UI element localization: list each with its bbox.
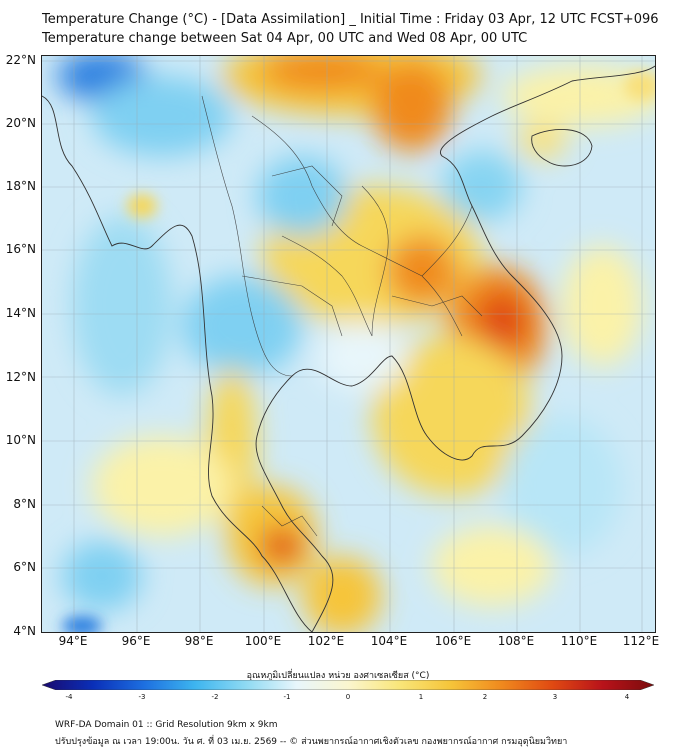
- lat-label: 8°N: [13, 497, 36, 511]
- cool-anomaly: [72, 216, 172, 396]
- border-line: [391, 295, 483, 317]
- update-credit: ปรับปรุงข้อมูล ณ เวลา 19:00น. วัน ศ. ที่…: [55, 737, 568, 747]
- colorbar-tick: -4: [65, 693, 73, 701]
- cool-anomaly: [257, 156, 347, 236]
- warm-anomaly: [387, 236, 457, 306]
- map-title: Temperature Change (°C) - [Data Assimila…: [42, 12, 659, 27]
- lat-label: 14°N: [5, 306, 36, 320]
- lon-label: 98°E: [184, 634, 214, 648]
- border-line: [361, 185, 389, 337]
- colorbar-tick: 0: [345, 693, 351, 701]
- warm-anomaly: [562, 246, 642, 366]
- lon-label: 108°E: [497, 634, 535, 648]
- lon-label: 100°E: [244, 634, 282, 648]
- lat-label: 4°N: [13, 624, 36, 638]
- warm-anomaly: [502, 66, 655, 126]
- border-line: [261, 505, 318, 537]
- admin-borders: [201, 95, 483, 537]
- colorbar-ramp: [42, 680, 654, 690]
- warm-anomaly: [372, 336, 532, 496]
- warm-anomaly: [372, 61, 452, 151]
- cool-anomaly: [502, 416, 622, 556]
- colorbar-tick: 3: [552, 693, 558, 701]
- lon-label: 112°E: [622, 634, 660, 648]
- warm-anomaly: [624, 71, 655, 101]
- colorbar-tick: -1: [283, 693, 291, 701]
- island-hainan: [531, 129, 593, 167]
- warm-anomaly: [477, 291, 527, 351]
- lat-label: 16°N: [5, 242, 36, 256]
- model-info: WRF-DA Domain 01 :: Grid Resolution 9km …: [55, 720, 278, 730]
- warm-anomaly: [262, 56, 382, 91]
- colorbar: [42, 680, 654, 690]
- temperature-detail: [62, 71, 655, 632]
- cool-anomaly: [92, 76, 232, 156]
- lat-label: 18°N: [5, 179, 36, 193]
- cool-anomaly: [442, 151, 522, 221]
- warm-anomaly: [92, 436, 232, 536]
- colorbar-title: อุณหภูมิเปลี่ยนแปลง หน่วย องศาเซลเซียส (…: [246, 671, 430, 681]
- coastlines: [42, 65, 655, 632]
- temperature-change-map: [41, 55, 656, 633]
- border-line: [241, 275, 343, 337]
- border-line: [251, 115, 463, 337]
- lon-label: 96°E: [121, 634, 151, 648]
- lon-label: 104°E: [370, 634, 408, 648]
- border-line: [421, 205, 473, 277]
- map-canvas: [42, 56, 655, 632]
- lat-label: 10°N: [5, 433, 36, 447]
- colorbar-tick: 2: [482, 693, 488, 701]
- coastline-west: [42, 95, 313, 632]
- lon-label: 94°E: [58, 634, 88, 648]
- colorbar-tick: -3: [138, 693, 146, 701]
- lat-label: 6°N: [13, 560, 36, 574]
- colorbar-tick: -2: [211, 693, 219, 701]
- border-line: [281, 235, 373, 337]
- border-line: [271, 165, 343, 227]
- warm-anomaly: [127, 194, 157, 218]
- colorbar-tick: 1: [418, 693, 424, 701]
- lat-label: 22°N: [5, 53, 36, 67]
- lon-label: 110°E: [560, 634, 598, 648]
- temperature-field: [57, 56, 655, 632]
- neutral-area: [317, 321, 407, 391]
- cool-anomaly: [62, 616, 102, 632]
- cool-anomaly: [62, 541, 142, 611]
- border-line: [201, 95, 293, 377]
- cool-anomaly: [182, 276, 302, 376]
- lat-label: 20°N: [5, 116, 36, 130]
- coastline-east: [255, 65, 655, 632]
- graticule: [42, 56, 655, 632]
- map-subtitle: Temperature change between Sat 04 Apr, 0…: [42, 31, 528, 46]
- warm-anomaly: [260, 528, 304, 564]
- warm-anomaly: [432, 526, 552, 606]
- warm-anomaly: [517, 123, 567, 159]
- colorbar-tick: 4: [624, 693, 630, 701]
- lat-label: 12°N: [5, 370, 36, 384]
- lon-label: 106°E: [434, 634, 472, 648]
- lon-label: 102°E: [307, 634, 345, 648]
